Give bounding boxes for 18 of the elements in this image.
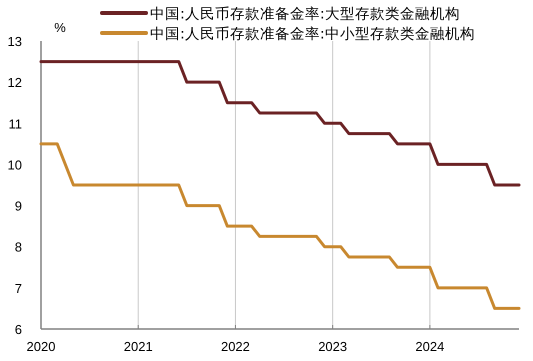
y-tick-label: 9 [14, 198, 22, 214]
x-tick-label: 2020 [26, 339, 56, 354]
y-tick-label: 7 [14, 280, 22, 296]
y-axis-title: % [54, 20, 66, 35]
y-tick-label: 8 [14, 240, 22, 255]
x-tick-label: 2021 [124, 339, 153, 354]
y-tick-label: 12 [8, 75, 22, 90]
y-tick-label: 13 [8, 34, 22, 49]
line-series [40, 60, 520, 186]
legend-label: 中国:人民币存款准备金率:大型存款类金融机构 [150, 6, 460, 22]
y-tick-label: 6 [14, 322, 22, 337]
x-tick-label: 2024 [415, 339, 444, 354]
legend-label: 中国:人民币存款准备金率:中小型存款类金融机构 [150, 26, 475, 42]
y-tick-label: 11 [8, 116, 22, 132]
line-series [40, 142, 520, 310]
x-tick-label: 2023 [318, 339, 348, 354]
y-tick-label: 10 [8, 157, 22, 172]
x-tick-label: 2022 [220, 339, 250, 354]
